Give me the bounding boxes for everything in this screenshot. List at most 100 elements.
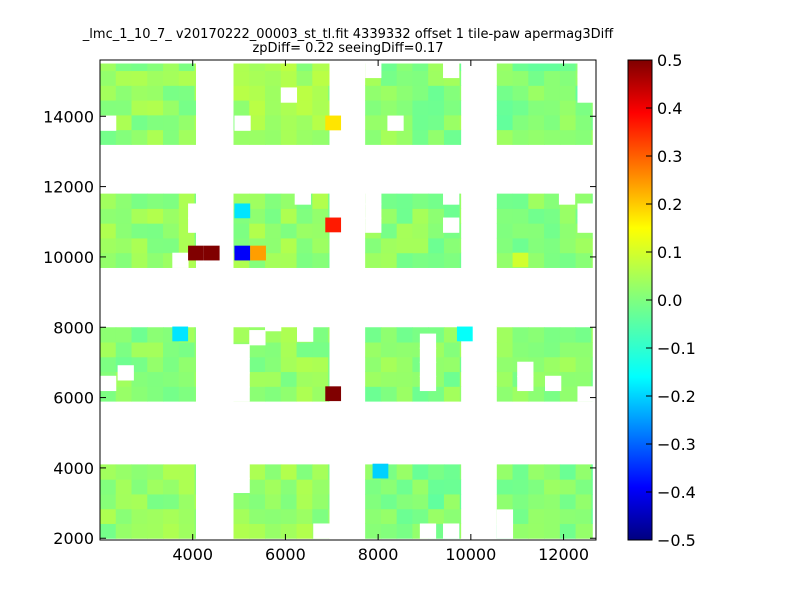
heatmap-empty-cell (577, 87, 594, 103)
heatmap-cell (312, 100, 329, 116)
heatmap-cell (396, 129, 413, 145)
colorbar-tick-label: −0.4 (657, 483, 696, 502)
heatmap-cell (328, 63, 330, 72)
heatmap-cell (147, 208, 164, 224)
heatmap-cell (544, 508, 561, 524)
heatmap-cell (380, 356, 398, 373)
heatmap-cell (131, 371, 148, 387)
heatmap-cell (365, 371, 382, 387)
heatmap-cell (396, 193, 413, 209)
heatmap-cell (163, 237, 180, 254)
heatmap-cell (280, 523, 298, 539)
heatmap-cell (163, 85, 180, 101)
heatmap-cell (575, 523, 592, 539)
heatmap-cell (559, 223, 577, 239)
heatmap-cell (512, 114, 529, 131)
heatmap-empty-cell (233, 386, 250, 402)
heatmap-cell (147, 479, 164, 495)
heatmap-empty-cell (387, 115, 404, 131)
heatmap-cell (249, 129, 266, 145)
heatmap-cell (559, 327, 577, 343)
heatmap-cell (147, 63, 164, 72)
heatmap-cell (131, 114, 148, 131)
heatmap-cell (147, 100, 164, 116)
heatmap-cell (396, 386, 413, 402)
heatmap-cell (131, 100, 148, 116)
heatmap-cell (459, 70, 462, 86)
heatmap-cell (296, 208, 313, 224)
heatmap-cell (443, 327, 461, 343)
heatmap-cell (496, 371, 514, 387)
heatmap-cell (396, 508, 413, 524)
heatmap-empty-cell (365, 189, 382, 205)
heatmap-cell (512, 508, 529, 524)
heatmap-cell (296, 223, 313, 239)
x-tick-label: 10000 (445, 545, 496, 564)
heatmap-cell (249, 70, 266, 86)
heatmap-cell (496, 193, 514, 209)
heatmap-cell (544, 114, 561, 131)
heatmap-cell (443, 386, 461, 402)
heatmap-cell (591, 252, 593, 268)
heatmap-cell (459, 129, 462, 145)
heatmap-cell (131, 327, 148, 343)
heatmap-cell (312, 223, 329, 239)
heatmap-cell (528, 342, 545, 358)
heatmap-cell (280, 208, 298, 224)
heatmap-cell (459, 356, 462, 373)
heatmap-cell (328, 371, 330, 387)
heatmap-cell (178, 70, 196, 86)
heatmap-empty-cell (297, 326, 314, 342)
heatmap-cell (528, 85, 545, 101)
heatmap-empty-cell (100, 115, 117, 131)
heatmap-cell (412, 114, 429, 131)
heatmap-cell (178, 479, 196, 495)
heatmap-cell (412, 63, 429, 72)
heatmap-cell (312, 70, 329, 86)
heatmap-highlight-cell (234, 245, 251, 261)
heatmap-empty-cell (233, 372, 250, 388)
colorbar-tick-label: 0.1 (657, 243, 682, 262)
heatmap-cell (412, 237, 429, 254)
heatmap-cell (380, 223, 398, 239)
heatmap-cell (591, 327, 593, 343)
heatmap-cell (163, 479, 180, 495)
heatmap-cell (591, 508, 593, 524)
heatmap-cell (496, 237, 514, 254)
heatmap-cell (194, 508, 196, 524)
heatmap-cell (280, 479, 298, 495)
heatmap-cell (380, 508, 398, 524)
heatmap-cell (396, 100, 413, 116)
heatmap-cell (147, 114, 164, 131)
heatmap-cell (312, 85, 329, 101)
heatmap-cell (459, 63, 462, 72)
heatmap-cell (163, 342, 180, 358)
heatmap-cell (328, 327, 330, 343)
heatmap-cell (194, 479, 196, 495)
heatmap-cell (396, 237, 413, 254)
heatmap-cell (443, 85, 461, 101)
heatmap-cell (544, 523, 561, 539)
heatmap-cell (163, 63, 180, 72)
heatmap-cell (280, 237, 298, 254)
heatmap-cell (115, 129, 133, 145)
heatmap-cell (443, 100, 461, 116)
heatmap-cell (163, 208, 180, 224)
heatmap-cell (328, 479, 330, 495)
heatmap-cell (163, 70, 180, 86)
heatmap-cell (528, 237, 545, 254)
heatmap-cell (591, 100, 593, 116)
heatmap-cell (328, 129, 330, 145)
heatmap-cell (163, 193, 180, 209)
heatmap-cell (575, 100, 592, 116)
heatmap-cell (496, 208, 514, 224)
heatmap-cell (100, 193, 117, 209)
heatmap-cell (296, 508, 313, 524)
heatmap-cell (100, 237, 117, 254)
heatmap-cell (115, 508, 133, 524)
heatmap-cell (131, 208, 148, 224)
heatmap-empty-cell (233, 344, 250, 360)
heatmap-cell (412, 223, 429, 239)
heatmap-cell (459, 208, 462, 224)
heatmap-cell (296, 464, 313, 480)
